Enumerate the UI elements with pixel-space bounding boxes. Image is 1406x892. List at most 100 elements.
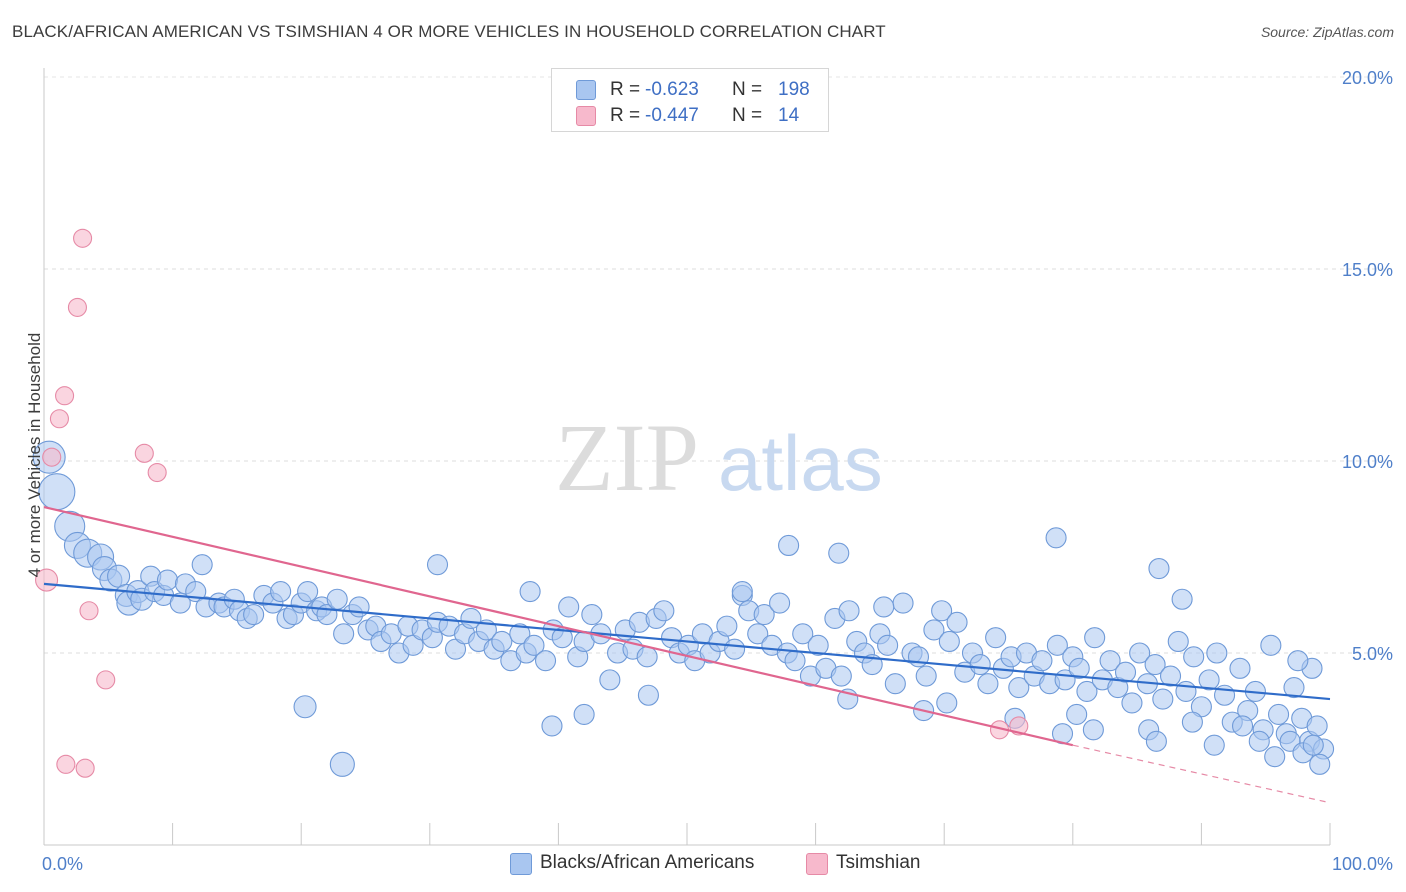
legend-n-label: N = bbox=[732, 79, 763, 100]
y-tick-label: 20.0% bbox=[1342, 68, 1393, 88]
point-blacks bbox=[1283, 677, 1305, 699]
point-blacks bbox=[923, 619, 945, 641]
point-blacks bbox=[519, 581, 541, 603]
point-blacks bbox=[1076, 680, 1098, 702]
point-blacks bbox=[558, 596, 580, 618]
point-blacks bbox=[491, 630, 513, 653]
point-blacks bbox=[1302, 734, 1324, 756]
point-blacks bbox=[1046, 634, 1068, 656]
point-blacks bbox=[1229, 657, 1251, 679]
legend-r-label: R = bbox=[610, 79, 641, 100]
tick-labels: 5.0% 10.0% 15.0% 20.0% 0.0% 100.0% bbox=[42, 68, 1393, 874]
point-tsimshian bbox=[67, 297, 87, 317]
y-tick-label: 15.0% bbox=[1342, 260, 1393, 280]
point-blacks bbox=[1045, 527, 1067, 549]
grid-lines bbox=[44, 76, 1392, 654]
point-blacks bbox=[892, 592, 914, 614]
point-tsimshian bbox=[55, 386, 75, 406]
point-blacks bbox=[1198, 669, 1220, 691]
point-blacks bbox=[915, 665, 937, 687]
trend-line-tsimshian-extension bbox=[1072, 744, 1331, 804]
watermark-atlas: atlas bbox=[718, 419, 883, 507]
point-blacks bbox=[1031, 650, 1053, 672]
point-blacks bbox=[938, 630, 960, 653]
point-blacks bbox=[1152, 688, 1174, 710]
point-tsimshian bbox=[1009, 716, 1029, 736]
point-blacks bbox=[1159, 665, 1182, 687]
point-blacks bbox=[329, 751, 355, 777]
chart-title: BLACK/AFRICAN AMERICAN VS TSIMSHIAN 4 OR… bbox=[12, 22, 886, 41]
point-blacks bbox=[1203, 734, 1225, 756]
point-blacks bbox=[270, 581, 292, 603]
legend-n-label: N = bbox=[732, 105, 763, 126]
point-blacks bbox=[1167, 630, 1189, 653]
point-blacks bbox=[778, 534, 800, 557]
point-blacks bbox=[581, 604, 603, 626]
point-blacks bbox=[731, 581, 753, 603]
point-blacks bbox=[509, 623, 531, 645]
point-blacks bbox=[931, 600, 953, 622]
point-blacks bbox=[1171, 588, 1193, 610]
point-blacks bbox=[828, 542, 850, 564]
point-blacks bbox=[1183, 646, 1205, 668]
point-blacks bbox=[985, 627, 1007, 649]
point-tsimshian bbox=[134, 443, 154, 463]
point-blacks bbox=[573, 703, 595, 725]
x-tick-label: 0.0% bbox=[42, 854, 83, 874]
correlation-legend: R = -0.623 N = 198 R = -0.447 N = 14 bbox=[551, 68, 829, 132]
y-axis-label: 4 or more Vehicles in Household bbox=[25, 333, 44, 578]
point-blacks bbox=[297, 581, 319, 603]
point-blacks bbox=[426, 554, 449, 576]
watermark-zip: ZIP bbox=[555, 404, 699, 511]
point-blacks bbox=[877, 634, 899, 656]
point-blacks bbox=[1084, 627, 1106, 649]
point-blacks bbox=[1206, 642, 1228, 664]
data-points bbox=[32, 228, 1335, 778]
point-blacks bbox=[38, 473, 76, 511]
point-blacks bbox=[636, 646, 658, 668]
point-blacks bbox=[653, 600, 675, 622]
legend-r-value: -0.447 bbox=[645, 105, 699, 126]
y-tick-label: 5.0% bbox=[1352, 644, 1393, 664]
point-blacks bbox=[830, 665, 852, 687]
point-blacks bbox=[724, 638, 746, 660]
y-tick-label: 10.0% bbox=[1342, 452, 1393, 472]
legend-swatch-tsimshian bbox=[576, 106, 596, 126]
point-blacks bbox=[1232, 715, 1254, 737]
legend-n-value: 198 bbox=[778, 79, 810, 100]
trend-line-tsimshian bbox=[43, 506, 1074, 747]
point-blacks bbox=[1129, 642, 1151, 664]
point-blacks bbox=[637, 684, 659, 706]
point-blacks bbox=[1082, 719, 1104, 741]
series-swatch-blacks bbox=[510, 853, 532, 875]
point-tsimshian bbox=[75, 758, 95, 778]
series-legend: Blacks/African Americans Tsimshian bbox=[0, 850, 1406, 880]
point-blacks bbox=[792, 623, 814, 645]
point-blacks bbox=[838, 600, 860, 622]
point-blacks bbox=[1287, 650, 1309, 672]
point-blacks bbox=[936, 692, 958, 714]
point-blacks bbox=[599, 669, 621, 691]
point-blacks bbox=[1248, 730, 1270, 752]
point-blacks bbox=[1068, 657, 1090, 679]
point-blacks bbox=[191, 554, 213, 576]
point-blacks bbox=[1145, 730, 1167, 752]
point-blacks bbox=[716, 615, 738, 637]
point-blacks bbox=[1144, 653, 1166, 676]
point-blacks bbox=[1099, 650, 1121, 672]
legend-swatch-blacks bbox=[576, 80, 596, 100]
point-blacks bbox=[1306, 715, 1328, 737]
point-blacks bbox=[156, 569, 179, 591]
point-blacks bbox=[534, 650, 557, 672]
x-tick-label: 100.0% bbox=[1332, 854, 1393, 874]
point-tsimshian bbox=[42, 447, 62, 467]
point-blacks bbox=[1066, 703, 1088, 725]
point-tsimshian bbox=[49, 409, 69, 429]
point-blacks bbox=[243, 604, 265, 626]
point-blacks bbox=[1148, 557, 1170, 580]
watermark: ZIP atlas bbox=[555, 404, 883, 511]
point-tsimshian bbox=[79, 601, 99, 621]
trend-line-blacks bbox=[43, 582, 1331, 701]
point-blacks bbox=[1260, 634, 1282, 656]
